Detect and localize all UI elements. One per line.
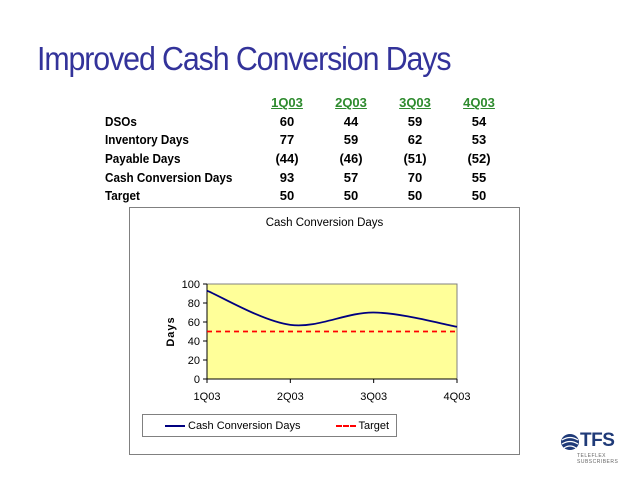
x-tick-label: 2Q03 <box>277 391 304 403</box>
table-cell: 62 <box>407 132 423 148</box>
y-axis-label: Days <box>165 316 177 346</box>
table-cell: (52) <box>467 151 491 167</box>
y-tick-label: 80 <box>188 298 200 310</box>
table-cell: 59 <box>343 132 359 148</box>
logo-subtext: TELEFLEX SUBSCRIBERS <box>577 453 619 465</box>
row-label: DSOs <box>105 113 137 129</box>
y-tick-label: 0 <box>194 374 200 386</box>
legend-item-target: Target <box>335 419 390 432</box>
table-cell: 50 <box>471 188 487 204</box>
logo-text: TFS <box>580 430 615 451</box>
slide-title: Improved Cash Conversion Days <box>37 40 452 77</box>
legend-dashed-swatch <box>335 424 356 427</box>
company-logo-icon <box>561 434 579 450</box>
table-header-row: 1Q03 2Q03 3Q03 4Q03 <box>105 94 511 113</box>
row-label: Cash Conversion Days <box>105 169 233 185</box>
table-cell: (46) <box>339 151 363 167</box>
chart-title: Cash Conversion Days <box>265 217 384 229</box>
y-tick-label: 20 <box>188 355 200 367</box>
line-chart: 0 20 40 60 80 100 1Q03 2Q03 3Q03 4Q03 Days <box>165 279 471 403</box>
row-label: Target <box>105 188 140 204</box>
table-cell: 57 <box>343 169 359 185</box>
quarter-header: 2Q03 <box>335 95 367 111</box>
y-tick-label: 40 <box>188 336 200 348</box>
quarter-header: 4Q03 <box>463 95 495 111</box>
table-cell: (51) <box>403 151 427 167</box>
table-cell: 60 <box>279 113 295 129</box>
legend-label: Cash Conversion Days <box>188 419 301 432</box>
table-header-blank <box>105 94 255 113</box>
metrics-table: 1Q03 2Q03 3Q03 4Q03 DSOs 60 44 59 54 Inv… <box>105 94 511 206</box>
table-row: Cash Conversion Days 93 57 70 55 <box>105 168 511 187</box>
row-label: Inventory Days <box>105 132 189 148</box>
quarter-header: 1Q03 <box>271 95 303 111</box>
table-cell: 50 <box>279 188 295 204</box>
table-cell: 59 <box>407 113 423 129</box>
legend-line-swatch <box>165 424 185 427</box>
quarter-header: 3Q03 <box>399 95 431 111</box>
table-row: Inventory Days 77 59 62 53 <box>105 131 511 150</box>
y-tick-label: 100 <box>182 279 200 291</box>
x-tick-label: 1Q03 <box>194 391 221 403</box>
table-cell: 50 <box>407 188 423 204</box>
legend-item-ccd: Cash Conversion Days <box>165 420 301 432</box>
chart-container: Cash Conversion Days 0 20 40 60 80 100 1Q03 2Q0… <box>129 207 520 455</box>
table-row: Target 50 50 50 50 <box>105 187 511 206</box>
x-tick-label: 4Q03 <box>444 391 471 403</box>
table-row: DSOs 60 44 59 54 <box>105 113 511 132</box>
table-row: Payable Days (44) (46) (51) (52) <box>105 150 511 169</box>
table-cell: 55 <box>471 169 487 185</box>
table-cell: 50 <box>343 188 359 204</box>
table-cell: 54 <box>471 113 487 129</box>
row-label: Payable Days <box>105 151 181 167</box>
chart-legend: Cash Conversion Days Target <box>142 414 397 437</box>
series-line-cash-conversion-days <box>206 289 458 328</box>
y-tick-label: 60 <box>188 317 200 329</box>
table-cell: 53 <box>471 132 487 148</box>
x-tick-label: 3Q03 <box>360 391 387 403</box>
table-cell: (44) <box>275 151 299 167</box>
table-cell: 70 <box>407 169 423 185</box>
legend-label: Target <box>358 419 390 432</box>
table-cell: 93 <box>279 169 295 185</box>
table-cell: 77 <box>279 132 295 148</box>
table-cell: 44 <box>343 113 359 129</box>
